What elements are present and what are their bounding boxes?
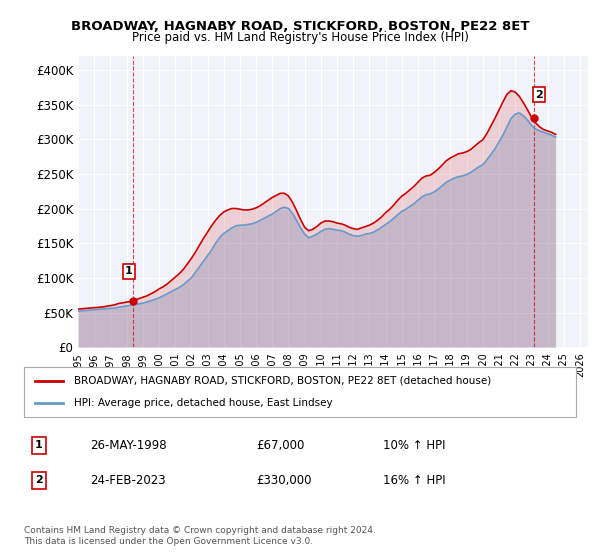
- Text: 2: 2: [535, 90, 543, 100]
- Text: Contains HM Land Registry data © Crown copyright and database right 2024.
This d: Contains HM Land Registry data © Crown c…: [24, 526, 376, 546]
- Text: 26-MAY-1998: 26-MAY-1998: [90, 438, 167, 452]
- Text: 2: 2: [35, 475, 43, 486]
- Text: 1: 1: [125, 267, 133, 277]
- Text: HPI: Average price, detached house, East Lindsey: HPI: Average price, detached house, East…: [74, 398, 332, 408]
- Text: £330,000: £330,000: [256, 474, 311, 487]
- Text: 10% ↑ HPI: 10% ↑ HPI: [383, 438, 445, 452]
- Text: 24-FEB-2023: 24-FEB-2023: [90, 474, 166, 487]
- Text: 16% ↑ HPI: 16% ↑ HPI: [383, 474, 445, 487]
- Text: 1: 1: [35, 440, 43, 450]
- Text: Price paid vs. HM Land Registry's House Price Index (HPI): Price paid vs. HM Land Registry's House …: [131, 31, 469, 44]
- Text: BROADWAY, HAGNABY ROAD, STICKFORD, BOSTON, PE22 8ET (detached house): BROADWAY, HAGNABY ROAD, STICKFORD, BOSTO…: [74, 376, 491, 386]
- Text: BROADWAY, HAGNABY ROAD, STICKFORD, BOSTON, PE22 8ET: BROADWAY, HAGNABY ROAD, STICKFORD, BOSTO…: [71, 20, 529, 32]
- Text: £67,000: £67,000: [256, 438, 304, 452]
